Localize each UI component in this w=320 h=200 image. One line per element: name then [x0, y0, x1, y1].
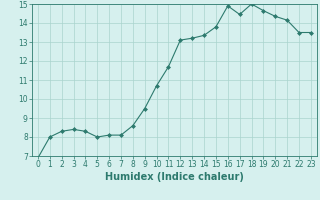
- X-axis label: Humidex (Indice chaleur): Humidex (Indice chaleur): [105, 172, 244, 182]
